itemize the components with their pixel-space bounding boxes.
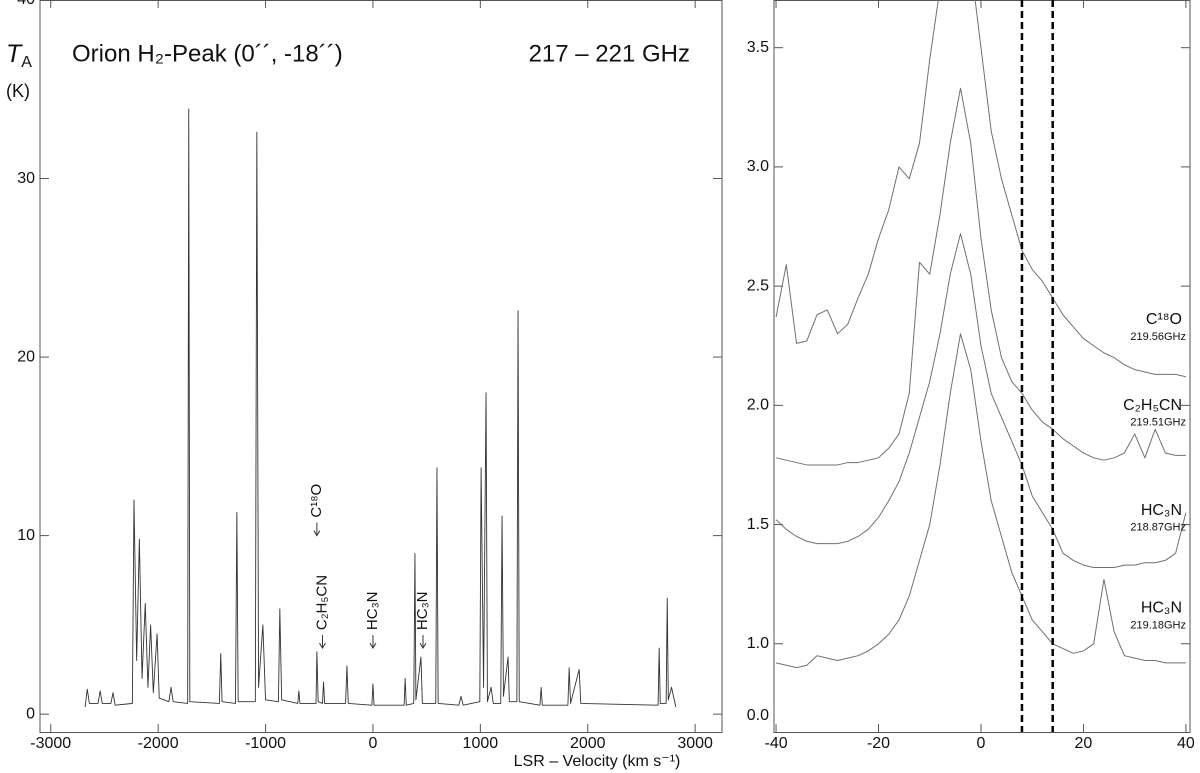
y-axis-label: TA [6,40,32,72]
y-tick-label: 30 [17,170,35,187]
y-tick-label: 2.5 [747,277,769,294]
annotation-label: HC₃N [364,591,381,630]
x-tick-label: -2000 [138,735,179,752]
chart-subtitle: 217 – 221 GHz [529,40,690,67]
series-frequency: 219.18GHz [1130,619,1186,631]
x-tick-label: -20 [867,735,890,752]
series-label: C₂H₅CN [1123,397,1182,414]
x-tick-label: 1000 [463,735,499,752]
annotation-label: C¹⁸O [308,484,325,518]
x-tick-label: 40 [1177,735,1195,752]
x-tick-label: 3000 [677,735,713,752]
series-group [775,0,1187,669]
annotation-arrowhead [369,642,377,650]
y-axis-break-label: 0.0 [747,707,769,724]
spectrum-line [84,108,677,708]
series-label: HC₃N [1141,502,1182,519]
x-tick-label: -40 [764,735,787,752]
series-frequency: 218.87GHz [1130,522,1186,534]
plot-frame [39,0,723,733]
series-group [84,108,677,708]
y-label-subscript: A [21,54,32,71]
spectrum-line [775,0,1187,378]
x-tick-label: 20 [1075,735,1093,752]
x-tick-label: 0 [368,735,377,752]
series-label: C¹⁸O [1146,311,1182,328]
spectrum-line [775,87,1186,466]
x-tick-label: -3000 [30,735,71,752]
chart-title: Orion H₂-Peak (0´´, -18´´) [72,40,343,67]
spectrum-line [775,233,1187,568]
x-tick-label: 2000 [570,735,606,752]
y-label-symbol: T [6,40,23,68]
spectrum-line [775,333,1186,669]
y-tick-label: 10 [17,527,35,544]
series-frequency: 219.51GHz [1130,417,1186,429]
x-tick-label: -1000 [245,735,286,752]
y-tick-label: 40 [17,0,35,8]
y-axis-unit: (K) [6,81,30,101]
y-tick-label: 0 [26,705,35,722]
plot-frame [773,0,1191,733]
y-tick-label: 1.0 [747,635,769,652]
annotation-label: C₂H₅CN [313,575,330,630]
series-frequency: 219.56GHz [1130,331,1186,343]
series-label: HC₃N [1141,600,1182,617]
x-tick-label: 0 [977,735,986,752]
annotation-label: HC₃N [414,591,431,630]
annotation-arrowhead [419,642,427,650]
y-tick-label: 1.5 [747,516,769,533]
x-axis-label: LSR – Velocity (km s⁻¹) [514,753,681,770]
y-tick-label: 3.0 [747,158,769,175]
y-tick-label: 2.0 [747,397,769,414]
annotation-arrowhead [319,642,326,650]
y-tick-label: 20 [17,348,35,365]
annotation-arrowhead [313,530,321,537]
y-tick-label: 3.5 [747,39,769,56]
